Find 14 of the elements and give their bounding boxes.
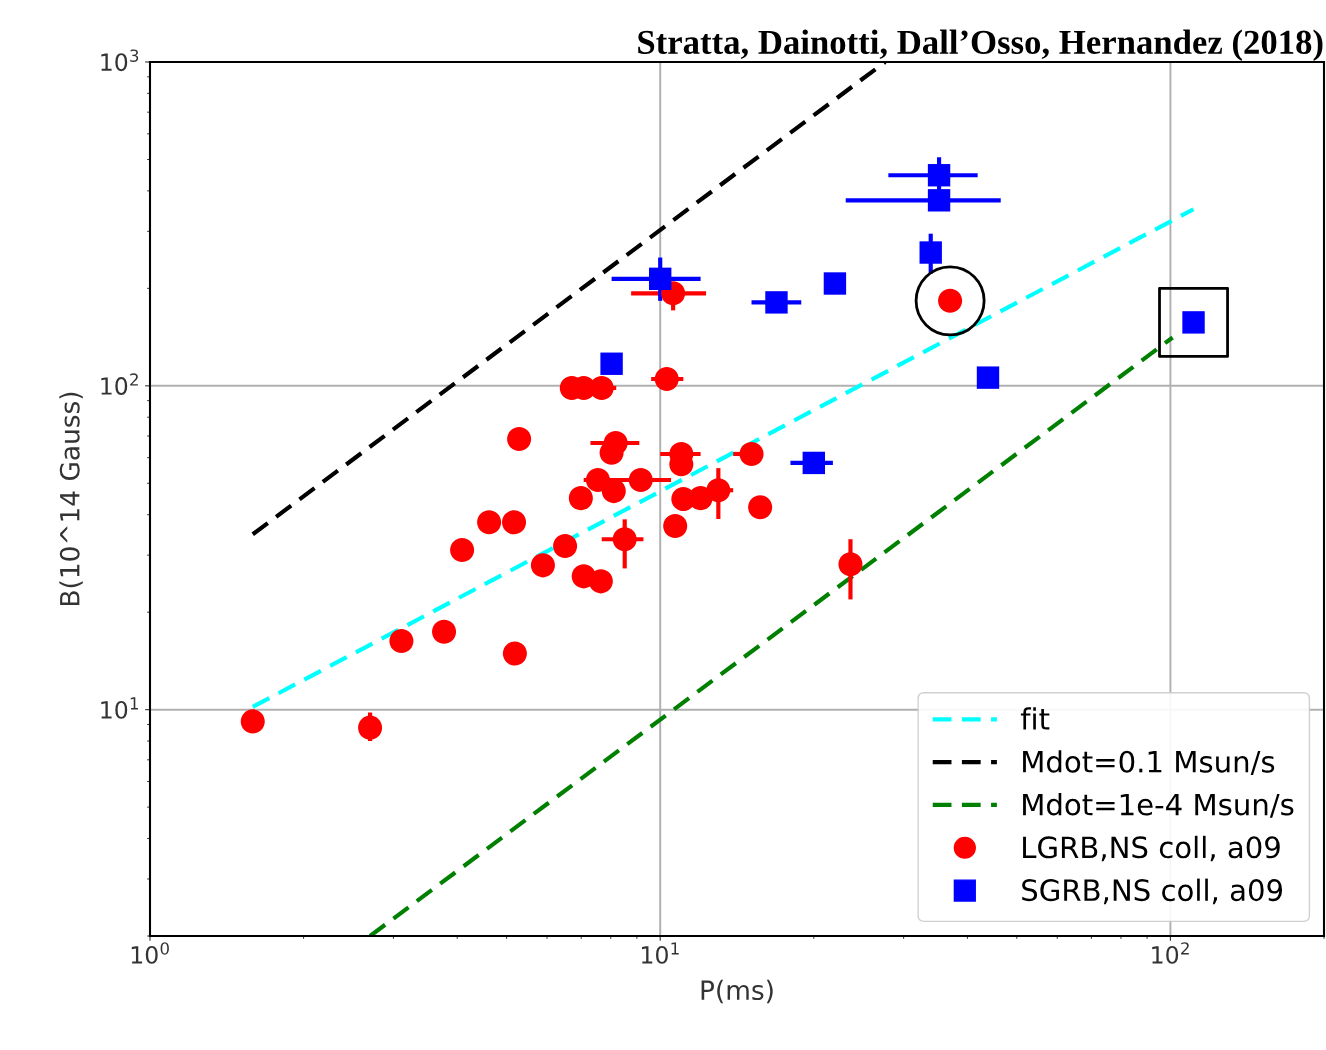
legend-label: Mdot=0.1 Msun/s (1023, 750, 1275, 776)
x-tick-label: 10$^{2}$ (1152, 942, 1189, 964)
legend-label: fit (1020, 707, 1050, 730)
chart-title: Stratta, Dainotti, Dall’Osso, Hernandez (2018) (638, 29, 1323, 62)
legend-label: Mdot=1e-4 Msun/s (1023, 792, 1294, 818)
y-axis-title: B(10^14 Gauss) (59, 392, 83, 606)
x-tick-label: 10$^{0}$ (131, 942, 169, 964)
legend-label: LGRB,NS coll, a09 (1023, 835, 1280, 862)
y-tick-label: 10$^{1}$ (101, 697, 138, 719)
legend-label: SGRB,NS coll, a09 (1022, 878, 1283, 905)
y-tick-label: 10$^{2}$ (101, 373, 138, 395)
x-axis-title: P(ms) (701, 979, 773, 1004)
y-tick-label: 10$^{3}$ (101, 49, 139, 72)
x-tick-label: 10$^{1}$ (642, 942, 679, 964)
